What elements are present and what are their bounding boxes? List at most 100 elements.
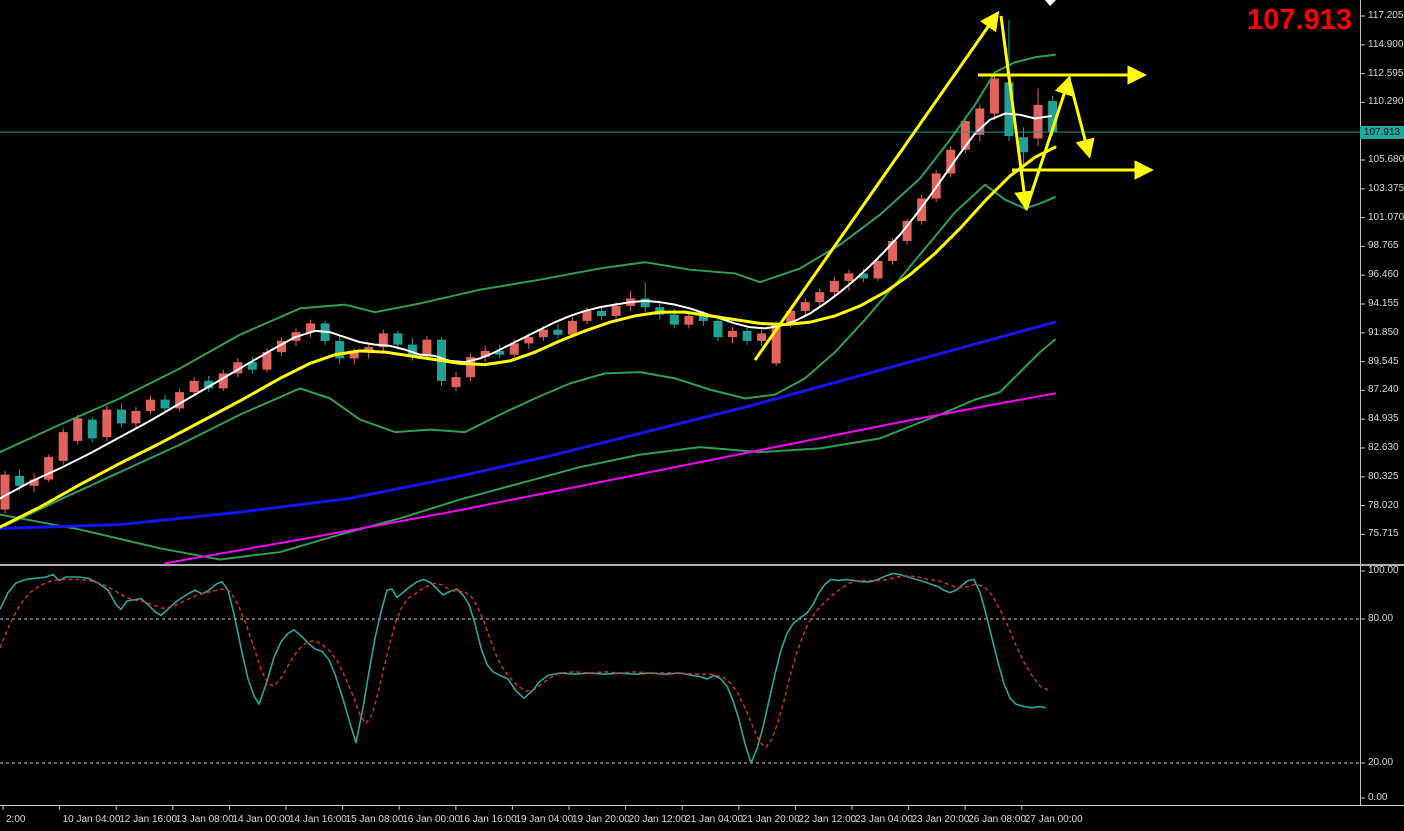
time-tick-label: 22 Jan 12:00 — [798, 814, 857, 825]
trend-arrow-up-small[interactable] — [1024, 75, 1074, 211]
price-tick-label: 82.630 — [1368, 441, 1399, 453]
time-axis[interactable]: 2:00 10 Jan 04:00 12 Jan 16:00 13 Jan 08:00… — [0, 808, 1404, 831]
bear-candle — [553, 329, 563, 335]
bear-candle — [407, 344, 417, 356]
bull-candle — [873, 260, 883, 279]
bear-candle — [1019, 137, 1028, 153]
bear-candle — [669, 314, 679, 325]
bear-candle — [335, 340, 345, 359]
time-tick-label: 16 Jan 16:00 — [458, 814, 517, 825]
cursor-marker — [1045, 0, 1056, 6]
time-tick-label: 23 Jan 04:00 — [855, 814, 913, 825]
ma-white-fast — [0, 112, 1052, 500]
bear-candle — [742, 330, 752, 341]
bull-candle — [466, 357, 476, 378]
bear-candle — [597, 310, 607, 316]
price-tick-label: 96.460 — [1368, 269, 1399, 281]
time-tick-label: 21 Jan 20:00 — [741, 814, 800, 825]
bull-candle — [567, 320, 577, 335]
bull-candle — [29, 479, 39, 486]
time-tick-label: 12 Jan 16:00 — [119, 814, 178, 825]
bear-candle — [15, 475, 25, 486]
bull-candle — [829, 280, 839, 293]
bear-candle — [1048, 101, 1058, 133]
bull-candle — [349, 352, 359, 359]
trend-arrow-down-big[interactable] — [999, 15, 1034, 211]
bull-candle — [276, 340, 286, 353]
time-tick-label: 21 Jan 04:00 — [685, 814, 744, 825]
stochastic-signal — [0, 575, 1049, 749]
bull-candle — [364, 347, 374, 353]
ma-magenta-slowest — [164, 392, 1056, 565]
time-tick-label: 14 Jan 16:00 — [289, 814, 347, 825]
bull-candle — [73, 418, 83, 441]
bull-candle — [771, 323, 781, 364]
bull-candle — [451, 377, 461, 388]
bull-candle — [175, 392, 185, 409]
price-tick-label: 117.205 — [1368, 10, 1404, 21]
bid-price-readout: 107.913 — [1247, 4, 1352, 36]
time-tick-label: 15 Jan 08:00 — [345, 814, 404, 825]
time-tick-label: 10 Jan 04:00 — [62, 814, 121, 825]
bull-candle — [422, 339, 432, 356]
time-tick-label: 20 Jan 12:00 — [628, 814, 687, 825]
bear-candle — [698, 315, 708, 321]
trend-arrow-down-small[interactable] — [1068, 81, 1095, 159]
ma-blue-slow — [0, 320, 1057, 530]
bear-candle — [495, 350, 505, 355]
price-tick-label: 105.680 — [1368, 153, 1404, 165]
bull-candle — [786, 310, 796, 324]
bull-candle — [262, 352, 272, 370]
bull-candle — [306, 323, 316, 333]
price-tick-label: 84.935 — [1368, 413, 1399, 425]
axis-frame-layer — [0, 0, 1404, 810]
price-tick-label: 80.325 — [1368, 470, 1399, 482]
osc-tick-label: 0.00 — [1368, 792, 1388, 803]
bull-candle — [684, 315, 694, 325]
bear-candle — [116, 409, 126, 424]
bull-candle — [378, 333, 388, 348]
drawing-annotations-layer[interactable] — [753, 10, 1154, 361]
bull-candle — [975, 108, 985, 135]
bear-candle — [160, 399, 170, 409]
bull-candle — [146, 399, 155, 411]
time-tick-label: 19 Jan 04:00 — [515, 814, 574, 825]
bear-candle — [1004, 82, 1014, 137]
price-tick-label: 87.240 — [1368, 384, 1399, 396]
osc-tick-label: 80.00 — [1368, 613, 1394, 624]
time-tick-label: 19 Jan 20:00 — [572, 814, 630, 825]
bull-candle — [611, 305, 621, 316]
indicator-overlay-layer — [0, 53, 1057, 565]
bull-candle — [102, 409, 112, 438]
price-tick-label: 91.850 — [1368, 326, 1399, 338]
bear-candle — [858, 273, 868, 279]
osc-tick-label: 20.00 — [1368, 757, 1394, 768]
price-tick-label: 114.900 — [1368, 38, 1404, 50]
bull-candle — [0, 474, 10, 510]
bear-candle — [87, 419, 97, 439]
bollinger-lower-slow — [0, 338, 1056, 561]
stochastic-main — [0, 572, 1047, 764]
price-tick-label: 110.290 — [1368, 96, 1404, 108]
price-tick-label: 94.155 — [1368, 297, 1399, 309]
time-tick-label: 16 Jan 00:00 — [402, 814, 461, 825]
bull-candle — [960, 121, 970, 150]
bull-candle — [44, 457, 54, 480]
bull-candle — [917, 198, 927, 221]
trend-arrow-up-big[interactable] — [753, 10, 1000, 361]
time-tick-label: 13 Jan 08:00 — [175, 814, 234, 825]
bear-candle — [204, 380, 214, 389]
bollinger-upper — [0, 53, 1056, 454]
bull-candle — [524, 337, 534, 344]
bull-candle — [888, 240, 898, 261]
bull-candle — [480, 350, 490, 358]
time-tick-label: 26 Jan 08:00 — [968, 814, 1027, 825]
bull-candle — [728, 330, 737, 338]
bull-candle — [757, 333, 767, 341]
bull-candle — [233, 362, 243, 374]
bull-candle — [1033, 104, 1043, 139]
bear-candle — [247, 362, 257, 370]
bull-candle — [989, 78, 999, 114]
bull-candle — [815, 292, 825, 303]
